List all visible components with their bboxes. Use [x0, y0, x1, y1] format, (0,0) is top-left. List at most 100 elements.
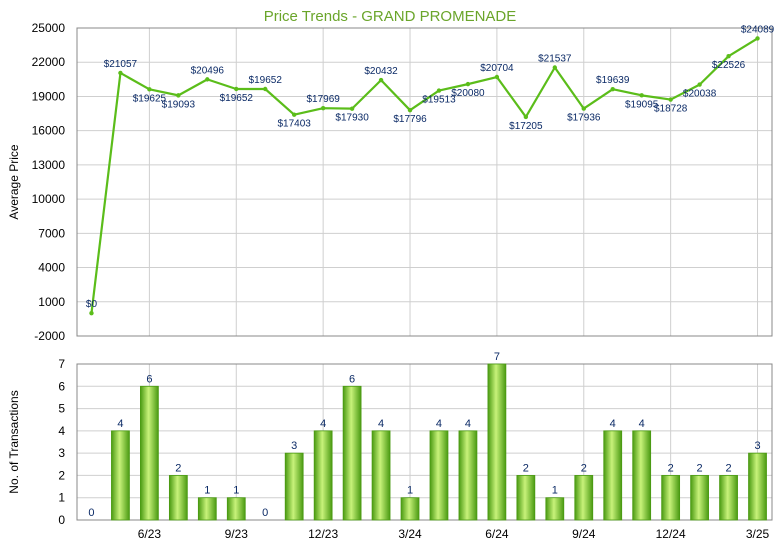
price-y-tick: 16000	[32, 124, 66, 138]
price-data-label: $20432	[364, 66, 398, 77]
transactions-y-tick: 6	[58, 379, 65, 393]
price-point	[147, 87, 152, 92]
price-y-tick: 13000	[32, 158, 66, 172]
bar-value-label: 1	[407, 485, 413, 497]
transaction-bar	[574, 475, 594, 521]
price-data-label: $22526	[712, 60, 746, 71]
price-y-tick: -2000	[34, 329, 65, 343]
bar-value-label: 4	[378, 418, 384, 430]
price-data-label: $17205	[509, 121, 543, 132]
bar-value-label: 4	[639, 418, 645, 430]
price-data-label: $18728	[654, 104, 688, 115]
price-y-tick: 22000	[32, 55, 66, 69]
price-point	[291, 112, 297, 117]
bar-value-label: 1	[233, 485, 239, 497]
transaction-bar	[371, 430, 391, 521]
price-point	[494, 74, 500, 80]
price-point	[205, 77, 210, 82]
price-point	[465, 81, 471, 87]
transaction-bar	[458, 430, 478, 521]
transactions-y-tick: 2	[58, 468, 65, 482]
price-data-label: $19093	[162, 99, 196, 110]
x-tick-label: 3/25	[746, 527, 770, 541]
price-data-label: $17930	[335, 113, 369, 124]
bar-value-label: 2	[523, 462, 529, 474]
price-data-label: $17403	[278, 119, 312, 130]
price-point	[320, 106, 326, 111]
price-data-label: $19625	[133, 93, 167, 104]
price-point	[378, 77, 384, 83]
price-y-tick: 25000	[32, 21, 66, 35]
price-data-label: $19513	[422, 95, 456, 106]
price-point	[118, 70, 123, 76]
price-point	[697, 82, 702, 87]
transaction-bar	[111, 430, 130, 521]
bar-value-label: 6	[349, 373, 355, 385]
x-tick-label: 12/23	[308, 527, 338, 541]
price-data-label: $17969	[306, 94, 340, 105]
bar-value-label: 4	[117, 418, 123, 430]
x-tick-label: 9/23	[225, 527, 249, 541]
price-data-label: $19639	[596, 75, 630, 86]
bar-value-label: 0	[262, 507, 268, 519]
bar-value-label: 7	[494, 351, 500, 363]
transaction-bar	[632, 430, 652, 521]
transactions-y-tick: 3	[58, 446, 65, 460]
bar-value-label: 6	[146, 373, 152, 385]
price-data-label: $24089	[741, 24, 775, 35]
price-data-label: $0	[86, 299, 98, 310]
price-point	[89, 310, 94, 316]
bar-value-label: 2	[175, 462, 181, 474]
transaction-bar	[313, 430, 333, 521]
price-point	[755, 36, 760, 41]
price-data-label: $19652	[220, 93, 254, 104]
price-point	[523, 114, 529, 120]
chart-title: Price Trends - GRAND PROMENADE	[264, 8, 517, 25]
price-data-label: $20038	[683, 89, 717, 100]
transaction-bar	[487, 363, 507, 521]
price-point	[639, 93, 644, 98]
price-data-label: $20496	[191, 65, 225, 76]
bar-value-label: 2	[697, 462, 703, 474]
transaction-bar	[342, 385, 362, 521]
bar-value-label: 1	[552, 485, 558, 497]
bar-value-label: 2	[668, 462, 674, 474]
price-data-label: $21537	[538, 54, 572, 65]
transactions-y-tick: 1	[58, 491, 65, 505]
price-point	[176, 93, 181, 98]
bar-value-label: 4	[610, 418, 616, 430]
price-y-tick: 1000	[38, 295, 65, 309]
price-data-label: $20704	[480, 63, 514, 74]
bar-value-label: 4	[436, 418, 442, 430]
transactions-y-axis-label: No. of Transactions	[7, 390, 21, 493]
price-data-label: $20080	[451, 88, 485, 99]
transaction-bar	[545, 497, 565, 521]
transactions-y-tick: 5	[58, 402, 65, 416]
price-point	[349, 106, 355, 111]
price-point	[263, 86, 268, 92]
transaction-bar	[400, 497, 420, 521]
price-y-tick: 19000	[32, 89, 66, 103]
price-series-line	[90, 37, 759, 314]
price-data-label: $19095	[625, 99, 659, 110]
price-y-tick: 7000	[38, 226, 65, 240]
transactions-y-tick: 4	[58, 424, 65, 438]
price-data-label: $17936	[567, 113, 601, 124]
price-point	[407, 107, 413, 113]
transactions-y-tick: 0	[58, 513, 65, 527]
price-point	[436, 88, 442, 93]
bar-value-label: 2	[726, 462, 732, 474]
price-data-label: $19652	[249, 75, 283, 86]
x-tick-label: 9/24	[572, 527, 596, 541]
x-tick-label: 12/24	[656, 527, 686, 541]
transaction-bar	[226, 497, 246, 521]
x-tick-label: 3/24	[398, 527, 422, 541]
x-tick-label: 6/24	[485, 527, 509, 541]
price-y-tick: 10000	[32, 192, 66, 206]
transaction-bar	[719, 475, 738, 521]
bar-value-label: 0	[88, 507, 94, 519]
transactions-plot-frame	[76, 363, 773, 521]
price-point	[581, 106, 586, 111]
